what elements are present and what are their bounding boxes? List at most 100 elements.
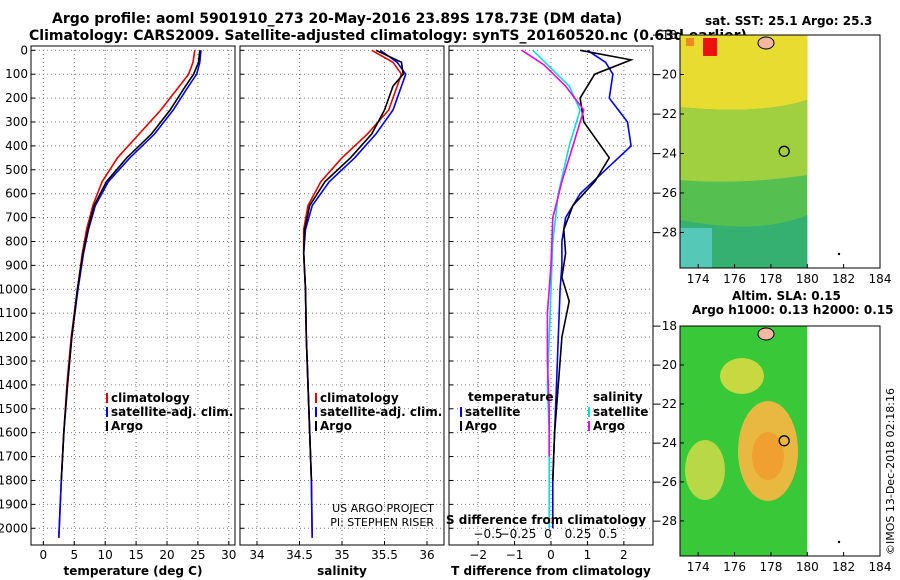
- island-dot: [837, 252, 841, 256]
- map-x-tick-label: 178: [759, 560, 782, 574]
- sst-hot-patch: [703, 38, 717, 56]
- map-x-tick-label: 174: [687, 560, 710, 574]
- map-x-tick-label: 184: [869, 272, 892, 286]
- x-axis-label: T difference from climatology: [451, 564, 651, 578]
- map-y-tick-label: −18: [652, 28, 677, 42]
- island-dot: [837, 540, 841, 544]
- y-tick-label: 600: [5, 187, 28, 201]
- sst-cold-patch: [680, 228, 712, 268]
- legend-climatology: climatology: [111, 391, 190, 405]
- y-tick-label: 1000: [0, 282, 28, 296]
- legend-satellite: satellite-adj. clim.: [111, 405, 233, 419]
- map-x-tick-label: 182: [832, 560, 855, 574]
- legend-climatology: climatology: [320, 391, 399, 405]
- x-tick-label: −2: [469, 548, 487, 562]
- map-y-tick-label: −24: [652, 436, 677, 450]
- legend-temperature-heading: temperature: [468, 390, 553, 404]
- map-x-tick-label: 184: [869, 560, 892, 574]
- argo-position-marker: [778, 435, 790, 447]
- sst-map-title: sat. SST: 25.1 Argo: 25.3: [705, 14, 873, 28]
- legend-argo: Argo: [111, 419, 143, 433]
- y-tick-label: 1200: [0, 330, 28, 344]
- sla-map: [679, 325, 881, 557]
- x-tick-label: 20: [159, 548, 174, 562]
- y-tick-label: 100: [5, 67, 28, 81]
- legend-s-satellite: satellite: [593, 405, 648, 419]
- legend-argo: Argo: [320, 419, 352, 433]
- legend-satellite: satellite-adj. clim.: [320, 405, 442, 419]
- x-tick-label: 0: [40, 548, 48, 562]
- y-tick-label: 1700: [0, 450, 28, 464]
- secondary-axis-label: S difference from climatology: [446, 513, 646, 527]
- series-line-3: [60, 50, 201, 481]
- map-y-tick-label: −22: [652, 107, 677, 121]
- sla-map-subtitle: Argo h1000: 0.13 h2000: 0.15: [692, 303, 894, 317]
- x-tick-label: 0: [547, 548, 555, 562]
- map-x-tick-label: 176: [723, 272, 746, 286]
- y-tick-label: 1100: [0, 306, 28, 320]
- map-x-tick-label: 178: [759, 272, 782, 286]
- profile-panel-1: [30, 45, 236, 546]
- sst-warm-region: [680, 35, 808, 110]
- y-tick-label: 400: [5, 139, 28, 153]
- x-tick-label: 5: [70, 548, 78, 562]
- series-line-2: [552, 49, 634, 481]
- map-y-tick-label: −18: [652, 319, 677, 333]
- project-note-line1: US ARGO PROJECT: [332, 502, 434, 515]
- y-tick-label: 2000: [0, 521, 28, 535]
- sst-mid-region: [680, 100, 808, 182]
- legend-t-argo: Argo: [465, 419, 497, 433]
- secondary-tick-label: −0.25: [500, 527, 537, 541]
- sla-map-title: Altim. SLA: 0.15: [732, 289, 841, 303]
- secondary-tick-label: 0: [544, 527, 552, 541]
- panel-frame: [239, 45, 445, 546]
- y-tick-label: 1600: [0, 426, 28, 440]
- map-y-tick-label: −28: [652, 225, 677, 239]
- secondary-tick-label: −0.5: [473, 527, 502, 541]
- map-frame: [679, 325, 881, 557]
- map-y-tick-label: −20: [652, 358, 677, 372]
- y-tick-label: 300: [5, 115, 28, 129]
- project-note-line2: PI: STEPHEN RISER: [330, 516, 434, 529]
- x-tick-label: 25: [190, 548, 205, 562]
- map-x-tick-label: 182: [832, 272, 855, 286]
- x-tick-label: 2: [620, 548, 628, 562]
- x-tick-label: −1: [506, 548, 524, 562]
- map-y-tick-label: −28: [652, 514, 677, 528]
- x-tick-label: 30: [221, 548, 236, 562]
- sst-orange-patch: [686, 38, 694, 46]
- x-tick-label: 34: [249, 548, 264, 562]
- map-y-tick-label: −26: [652, 475, 677, 489]
- sst-map: [679, 34, 881, 269]
- map-y-tick-label: −20: [652, 67, 677, 81]
- map-x-tick-label: 180: [796, 272, 819, 286]
- y-tick-label: 1500: [0, 402, 28, 416]
- x-tick-label: 15: [128, 548, 143, 562]
- profile-panel-3: [448, 45, 654, 546]
- x-tick-label: 35: [334, 548, 349, 562]
- y-tick-label: 700: [5, 211, 28, 225]
- legend-salinity-heading: salinity: [593, 390, 643, 404]
- map-x-tick-label: 180: [796, 560, 819, 574]
- map-x-tick-label: 176: [723, 560, 746, 574]
- y-tick-label: 500: [5, 163, 28, 177]
- x-tick-label: 36: [419, 548, 434, 562]
- series-line-1: [552, 49, 632, 529]
- series-line-3: [302, 49, 405, 481]
- x-axis-label: temperature (deg C): [64, 564, 203, 578]
- island-shape: [757, 36, 775, 50]
- figure-title-line1: Argo profile: aoml 5901910_273 20-May-20…: [52, 11, 623, 27]
- map-y-tick-label: −24: [652, 146, 677, 160]
- y-tick-label: 1800: [0, 473, 28, 487]
- sla-high-core: [752, 432, 784, 480]
- sla-mid-anomaly-2: [685, 440, 725, 500]
- legend-s-argo: Argo: [593, 419, 625, 433]
- figure-title-line2: Climatology: CARS2009. Satellite-adjuste…: [29, 28, 747, 44]
- legend-t-satellite: satellite: [465, 405, 520, 419]
- secondary-tick-label: 0.5: [598, 527, 617, 541]
- profile-panel-2: [239, 45, 445, 546]
- secondary-tick-label: 0.25: [565, 527, 592, 541]
- y-tick-label: 900: [5, 258, 28, 272]
- y-tick-label: 1400: [0, 378, 28, 392]
- map-y-tick-label: −22: [652, 397, 677, 411]
